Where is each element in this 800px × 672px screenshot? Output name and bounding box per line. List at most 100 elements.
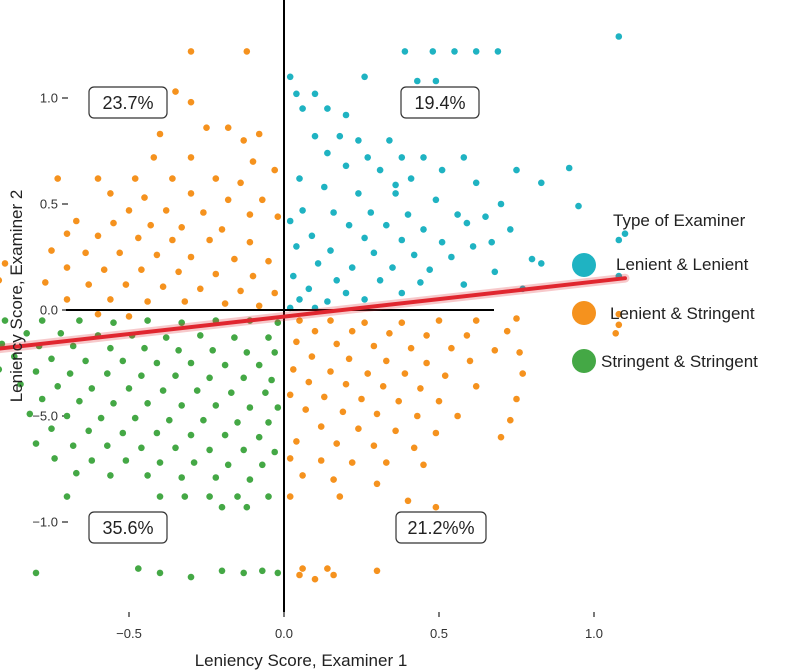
trend-line: [0, 276, 627, 351]
legend-swatch-stringent-stringent: [572, 349, 596, 373]
y-tick-label: 0.0: [40, 303, 58, 318]
point-lenient-stringent: [417, 385, 424, 392]
point-stringent-stringent: [156, 493, 164, 500]
point-lenient-stringent: [135, 234, 142, 242]
point-lenient-lenient: [293, 90, 300, 98]
point-lenient-stringent: [265, 257, 272, 265]
point-stringent-stringent: [104, 442, 111, 450]
point-stringent-stringent: [153, 429, 161, 437]
point-lenient-stringent: [100, 266, 108, 274]
point-stringent-stringent: [255, 433, 263, 441]
legend-item-lenient-lenient: Lenient & Lenient: [572, 253, 749, 277]
point-lenient-stringent: [125, 207, 133, 214]
point-lenient-lenient: [355, 137, 362, 144]
point-lenient-stringent: [435, 317, 443, 324]
y-tick-label: −5.0: [32, 409, 58, 424]
point-lenient-lenient: [383, 221, 390, 229]
point-lenient-lenient: [376, 166, 384, 174]
point-stringent-stringent: [162, 334, 170, 341]
point-stringent-stringent: [110, 400, 117, 407]
legend-label-lenient-lenient: Lenient & Lenient: [616, 255, 749, 274]
point-stringent-stringent: [38, 395, 46, 403]
point-lenient-lenient: [538, 179, 545, 187]
point-lenient-lenient: [324, 298, 331, 305]
point-stringent-stringent: [38, 317, 46, 324]
point-lenient-stringent: [330, 571, 337, 579]
point-lenient-stringent: [271, 289, 279, 297]
point-lenient-lenient: [420, 154, 427, 161]
point-lenient-stringent: [293, 338, 300, 346]
point-lenient-lenient: [407, 175, 415, 182]
point-lenient-lenient: [469, 243, 477, 250]
point-stringent-stringent: [274, 404, 282, 411]
point-stringent-stringent: [259, 461, 266, 469]
point-stringent-stringent: [54, 383, 61, 390]
point-lenient-stringent: [94, 232, 102, 240]
point-stringent-stringent: [138, 444, 145, 452]
point-lenient-lenient: [364, 154, 372, 161]
point-lenient-stringent: [441, 372, 449, 380]
point-lenient-stringent: [249, 272, 257, 280]
point-stringent-stringent: [193, 387, 201, 394]
point-stringent-stringent: [255, 361, 263, 369]
point-lenient-lenient: [398, 289, 406, 297]
point-stringent-stringent: [110, 319, 117, 327]
trend-layer: [0, 273, 630, 354]
point-lenient-lenient: [488, 238, 496, 246]
y-tick-label: 0.5: [40, 197, 58, 212]
point-lenient-stringent: [246, 211, 254, 218]
point-lenient-stringent: [339, 408, 347, 416]
point-lenient-lenient: [398, 154, 406, 161]
point-lenient-stringent: [383, 459, 390, 466]
point-stringent-stringent: [187, 573, 195, 581]
point-lenient-lenient: [333, 277, 341, 284]
point-lenient-stringent: [187, 190, 195, 197]
point-stringent-stringent: [240, 374, 247, 382]
point-lenient-stringent: [203, 124, 210, 131]
point-lenient-stringent: [48, 247, 55, 254]
point-lenient-stringent: [519, 370, 526, 377]
point-lenient-stringent: [63, 230, 71, 237]
point-lenient-stringent: [404, 497, 412, 505]
point-stringent-stringent: [131, 414, 139, 422]
point-lenient-stringent: [169, 175, 176, 182]
point-lenient-lenient: [615, 33, 623, 40]
point-lenient-stringent: [107, 296, 114, 303]
point-lenient-stringent: [373, 567, 381, 575]
point-lenient-stringent: [423, 359, 430, 367]
point-lenient-lenient: [463, 219, 471, 227]
point-stringent-stringent: [26, 410, 34, 418]
point-lenient-stringent: [612, 330, 619, 337]
point-lenient-lenient: [565, 164, 573, 172]
point-lenient-stringent: [172, 88, 179, 95]
point-stringent-stringent: [17, 380, 24, 388]
point-lenient-stringent: [299, 565, 306, 572]
point-stringent-stringent: [228, 389, 235, 397]
point-lenient-lenient: [398, 236, 406, 244]
point-lenient-stringent: [116, 249, 123, 257]
point-lenient-stringent: [327, 368, 334, 375]
point-stringent-stringent: [271, 349, 279, 356]
point-stringent-stringent: [178, 319, 185, 327]
point-lenient-lenient: [404, 211, 412, 218]
point-stringent-stringent: [187, 359, 195, 367]
point-stringent-stringent: [246, 476, 254, 483]
point-lenient-stringent: [311, 575, 319, 583]
point-lenient-lenient: [361, 73, 368, 81]
x-tick-label: 0.5: [430, 626, 448, 641]
point-stringent-stringent: [144, 400, 151, 407]
point-stringent-stringent: [234, 419, 241, 426]
point-lenient-lenient: [575, 202, 582, 210]
point-stringent-stringent: [206, 446, 213, 454]
point-lenient-lenient: [420, 226, 427, 233]
point-lenient-stringent: [286, 455, 294, 462]
point-lenient-stringent: [85, 281, 92, 288]
point-lenient-lenient: [311, 90, 319, 98]
point-lenient-stringent: [162, 207, 170, 214]
point-lenient-lenient: [432, 196, 440, 204]
point-stringent-stringent: [175, 347, 182, 354]
point-lenient-stringent: [63, 296, 71, 303]
point-lenient-stringent: [373, 480, 381, 488]
point-lenient-stringent: [125, 313, 133, 320]
point-stringent-stringent: [66, 370, 74, 377]
